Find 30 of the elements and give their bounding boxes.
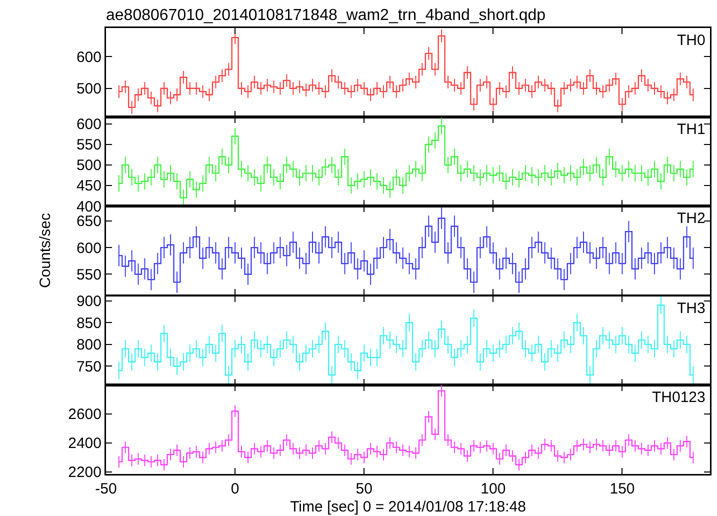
y-tick-label: 2400 xyxy=(68,435,102,452)
y-axis-title: Counts/sec xyxy=(36,212,54,288)
x-tick-label: 100 xyxy=(480,480,506,498)
y-tick-label: 400 xyxy=(76,198,102,216)
y-tick-label: 750 xyxy=(76,358,102,376)
y-tick-label: 450 xyxy=(76,178,102,195)
y-tick-label: 500 xyxy=(76,157,102,174)
y-tick-label: 600 xyxy=(76,240,102,258)
annotation: TH0 xyxy=(677,32,706,49)
y-tick-label: 650 xyxy=(76,214,102,231)
y-tick-label: 2200 xyxy=(68,464,102,482)
x-axis-title: Time [sec] 0 = 2014/01/08 17:18:48 xyxy=(290,498,526,516)
annotation: TH3 xyxy=(677,300,706,317)
x-tick-label: 0 xyxy=(230,480,240,498)
y-tick-label: 550 xyxy=(76,136,102,154)
y-tick-label: 500 xyxy=(76,80,102,98)
x-tick-label: -50 xyxy=(95,480,117,498)
y-tick-label: 600 xyxy=(76,116,102,134)
x-tick-label: 150 xyxy=(610,480,635,498)
y-tick-label: 550 xyxy=(76,266,102,284)
chart-title: ae808067010_20140108171848_wam2_trn_4band_short.qdp xyxy=(106,7,546,24)
y-tick-label: 600 xyxy=(76,48,102,66)
annotation: TH2 xyxy=(677,210,706,228)
y-tick-label: 850 xyxy=(76,314,102,332)
y-tick-label: 900 xyxy=(76,292,102,310)
annotation: TH0123 xyxy=(652,388,706,406)
y-tick-label: 2600 xyxy=(68,406,102,424)
x-tick-label: 50 xyxy=(356,480,372,498)
y-tick-label: 800 xyxy=(76,336,102,354)
annotation: TH1 xyxy=(677,121,706,138)
